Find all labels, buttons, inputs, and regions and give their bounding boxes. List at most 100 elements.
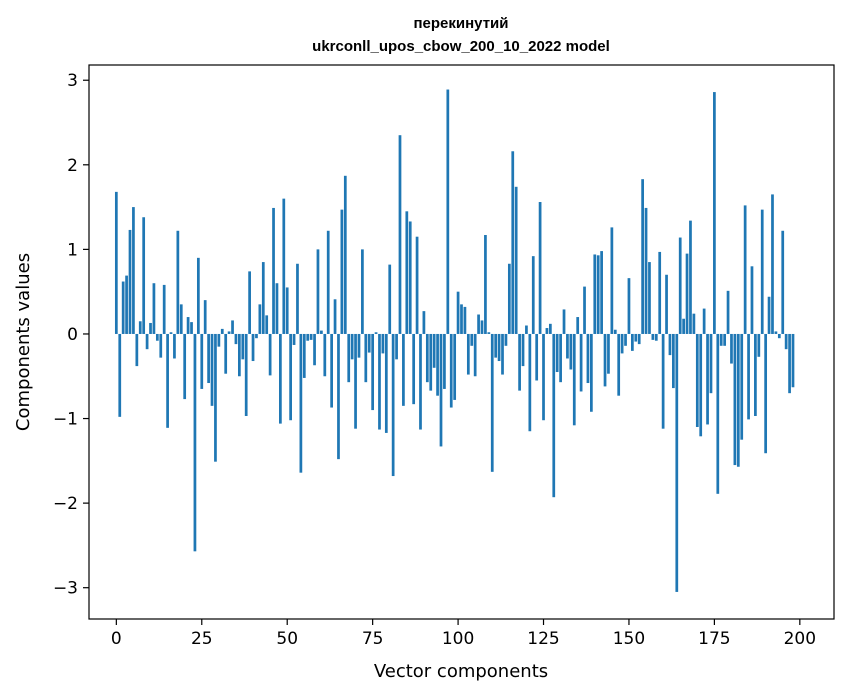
x-tick-label: 25 bbox=[191, 629, 213, 649]
bar bbox=[672, 333, 675, 389]
y-tick-label: −3 bbox=[53, 579, 78, 599]
bar bbox=[576, 317, 580, 334]
bar bbox=[190, 322, 193, 334]
bar bbox=[466, 333, 470, 375]
bar bbox=[788, 333, 791, 394]
bar bbox=[750, 266, 754, 334]
bar bbox=[128, 229, 132, 334]
bar bbox=[415, 236, 419, 334]
x-tick-label: 100 bbox=[442, 629, 474, 649]
bar bbox=[285, 287, 289, 334]
bar bbox=[398, 135, 402, 334]
bar bbox=[548, 323, 552, 334]
bar bbox=[559, 333, 562, 383]
bar bbox=[473, 333, 477, 377]
bar bbox=[261, 262, 265, 334]
bar bbox=[644, 207, 648, 334]
bar bbox=[552, 333, 556, 498]
bar bbox=[456, 291, 460, 334]
bar bbox=[757, 333, 761, 357]
bar bbox=[600, 251, 603, 334]
bar bbox=[777, 333, 781, 339]
bar bbox=[248, 271, 251, 334]
bar bbox=[627, 278, 631, 334]
bar bbox=[538, 202, 542, 334]
bar bbox=[586, 333, 590, 384]
bar bbox=[320, 330, 323, 334]
bar bbox=[388, 264, 392, 334]
x-axis-ticks: 0 25 50 75 100 125 150 175 200 bbox=[111, 619, 816, 649]
bar bbox=[241, 333, 245, 360]
bar bbox=[347, 333, 351, 383]
bar bbox=[309, 333, 313, 340]
bar bbox=[648, 262, 651, 334]
bar bbox=[542, 333, 545, 421]
bar bbox=[173, 333, 176, 359]
bar bbox=[169, 332, 173, 334]
bar bbox=[781, 230, 785, 334]
bar bbox=[200, 333, 204, 389]
bar bbox=[706, 333, 709, 425]
bar bbox=[176, 230, 180, 334]
bar bbox=[118, 333, 122, 417]
bar bbox=[231, 320, 234, 334]
bar bbox=[166, 333, 169, 428]
bar bbox=[583, 286, 586, 334]
bar bbox=[234, 333, 238, 345]
bar bbox=[695, 333, 699, 427]
bar bbox=[299, 333, 303, 473]
bar bbox=[422, 311, 426, 334]
bar bbox=[617, 333, 621, 396]
bar bbox=[412, 333, 416, 405]
bar bbox=[562, 309, 566, 334]
bar bbox=[675, 333, 679, 592]
bar bbox=[668, 333, 672, 356]
bar bbox=[490, 333, 494, 472]
chart-subtitle: ukrconll_upos_cbow_200_10_2022 model bbox=[312, 38, 610, 55]
bar bbox=[217, 333, 221, 347]
bar bbox=[251, 333, 255, 362]
bar bbox=[477, 314, 480, 334]
bar bbox=[716, 333, 720, 494]
bar bbox=[736, 333, 740, 467]
bar bbox=[419, 333, 422, 430]
x-tick-label: 200 bbox=[784, 629, 816, 649]
y-axis-ticks: −3 −2 −1 0 1 2 3 bbox=[53, 71, 89, 599]
bar bbox=[484, 235, 487, 334]
bar bbox=[494, 333, 498, 358]
bar bbox=[651, 333, 655, 340]
bar bbox=[579, 333, 583, 392]
bar bbox=[593, 254, 597, 334]
bar bbox=[425, 333, 429, 383]
bar bbox=[408, 221, 412, 334]
bar bbox=[620, 333, 624, 354]
bar bbox=[374, 332, 378, 334]
bar bbox=[514, 186, 518, 334]
bar bbox=[340, 209, 344, 334]
bar bbox=[145, 333, 149, 350]
bar bbox=[607, 333, 610, 374]
bar bbox=[193, 333, 197, 552]
bar bbox=[590, 333, 593, 412]
bar bbox=[302, 333, 306, 378]
x-axis-label: Vector components bbox=[374, 661, 548, 682]
bar bbox=[754, 333, 757, 416]
bar bbox=[350, 333, 354, 360]
bar bbox=[162, 284, 166, 334]
chart-title: перекинутий bbox=[413, 15, 508, 32]
y-tick-label: 1 bbox=[67, 240, 78, 260]
bar bbox=[572, 333, 576, 426]
bar bbox=[719, 333, 723, 346]
bar bbox=[603, 333, 607, 387]
bar bbox=[272, 207, 275, 334]
bar bbox=[220, 328, 224, 334]
bar bbox=[429, 333, 433, 391]
bar bbox=[733, 333, 737, 466]
bar bbox=[504, 333, 508, 346]
bar bbox=[432, 333, 436, 368]
bar bbox=[289, 333, 292, 421]
bar bbox=[275, 283, 279, 334]
bar bbox=[613, 329, 617, 334]
bar bbox=[439, 333, 443, 447]
